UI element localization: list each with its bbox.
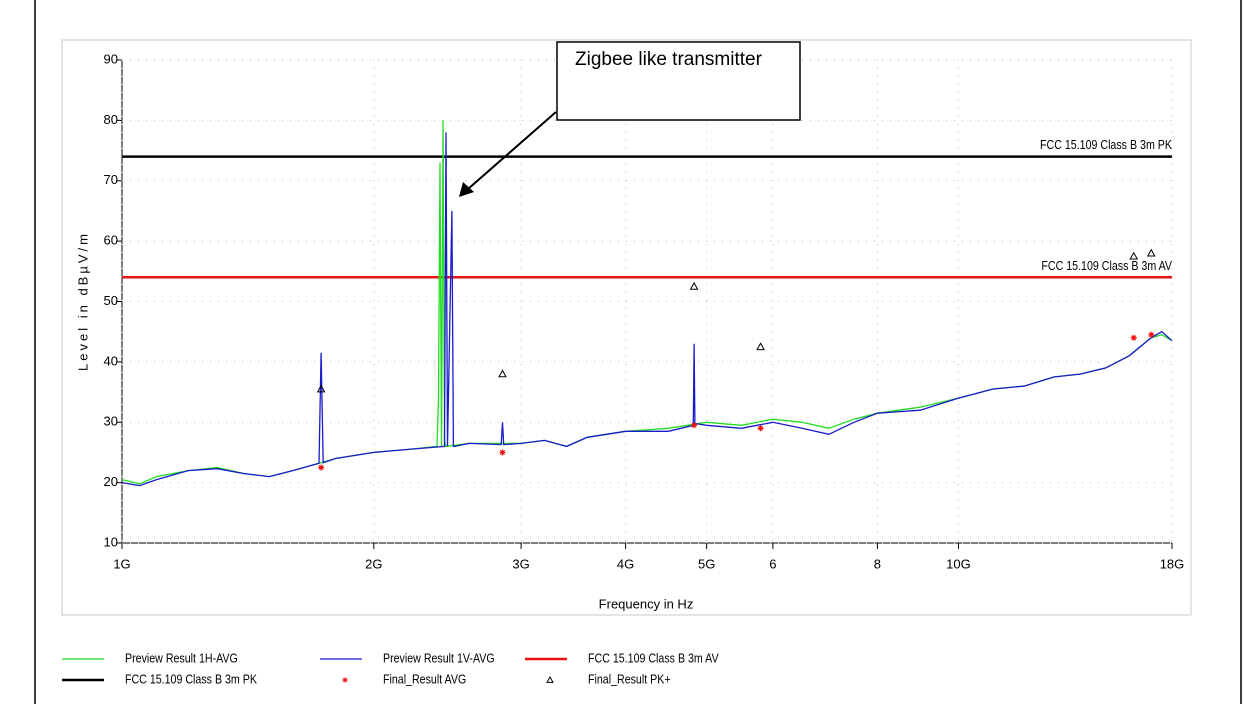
y-tick-label: 40 <box>104 353 118 368</box>
annotation-box <box>556 41 801 121</box>
legend-label: FCC 15.109 Class B 3m AV <box>588 650 719 665</box>
pk-marker <box>689 281 699 290</box>
limit-label: FCC 15.109 Class B 3m AV <box>1041 258 1172 273</box>
y-tick-label: 70 <box>104 172 118 187</box>
pk-marker <box>498 369 507 378</box>
legend-label: Preview Result 1H-AVG <box>125 650 238 665</box>
x-tick-label: 6 <box>769 556 776 571</box>
data-line <box>121 120 1173 485</box>
x-tick-label: 1G <box>113 556 130 571</box>
chart-frame <box>61 39 1192 616</box>
x-tick-label: 8 <box>874 556 881 571</box>
legend-item: Preview Result 1V-AVG <box>320 650 495 666</box>
x-tick-label: 2G <box>365 556 382 571</box>
legend-label: Final_Result PK+ <box>588 671 671 686</box>
data-line <box>121 132 1173 487</box>
y-tick-label: 10 <box>104 534 118 549</box>
annotation-text: Zigbee like transmitter <box>575 49 762 70</box>
legend-label: Final_Result AVG <box>383 671 466 686</box>
legend-swatch <box>546 675 554 683</box>
x-tick-label: 10G <box>946 556 971 571</box>
avg-marker <box>499 449 506 456</box>
y-tick-label: 30 <box>104 414 118 429</box>
legend-label: FCC 15.109 Class B 3m PK <box>125 671 257 686</box>
legend-label: Preview Result 1V-AVG <box>383 650 495 665</box>
x-tick-label: 18G <box>1160 556 1185 571</box>
legend-item: Final_Result AVG <box>342 671 466 687</box>
x-tick-label: 5G <box>698 556 715 571</box>
y-tick-label: 60 <box>104 233 118 248</box>
pk-marker <box>756 342 765 351</box>
pk-marker <box>316 384 326 393</box>
y-tick-label: 80 <box>104 112 118 127</box>
y-tick-label: 20 <box>104 474 118 489</box>
avg-marker <box>318 464 325 471</box>
annotation: Zigbee like transmitter <box>459 41 801 197</box>
avg-marker <box>1148 331 1155 338</box>
annotation-wrap: Zigbee like transmitter <box>575 49 762 70</box>
legend-item: Final_Result PK+ <box>546 671 671 687</box>
avg-marker <box>757 425 764 432</box>
y-tick-label: 90 <box>104 51 118 66</box>
x-tick-label: 3G <box>512 556 529 571</box>
x-axis-title: Frequency in Hz <box>599 596 694 611</box>
annotation-arrow <box>467 111 557 190</box>
pk-marker <box>1129 251 1139 260</box>
legend-item: FCC 15.109 Class B 3m PK <box>62 671 257 687</box>
avg-marker <box>1130 334 1137 341</box>
avg-marker <box>691 422 698 429</box>
pk-marker <box>1146 248 1156 257</box>
y-axis-title: Level in dBµV/m <box>75 231 90 371</box>
limit-label: FCC 15.109 Class B 3m PK <box>1040 137 1172 152</box>
legend-swatch <box>342 677 348 683</box>
y-tick-label: 50 <box>104 293 118 308</box>
legend-item: FCC 15.109 Class B 3m AV <box>525 650 719 666</box>
x-tick-label: 4G <box>617 556 634 571</box>
legend-item: Preview Result 1H-AVG <box>62 650 238 666</box>
arrow-head <box>459 182 474 197</box>
